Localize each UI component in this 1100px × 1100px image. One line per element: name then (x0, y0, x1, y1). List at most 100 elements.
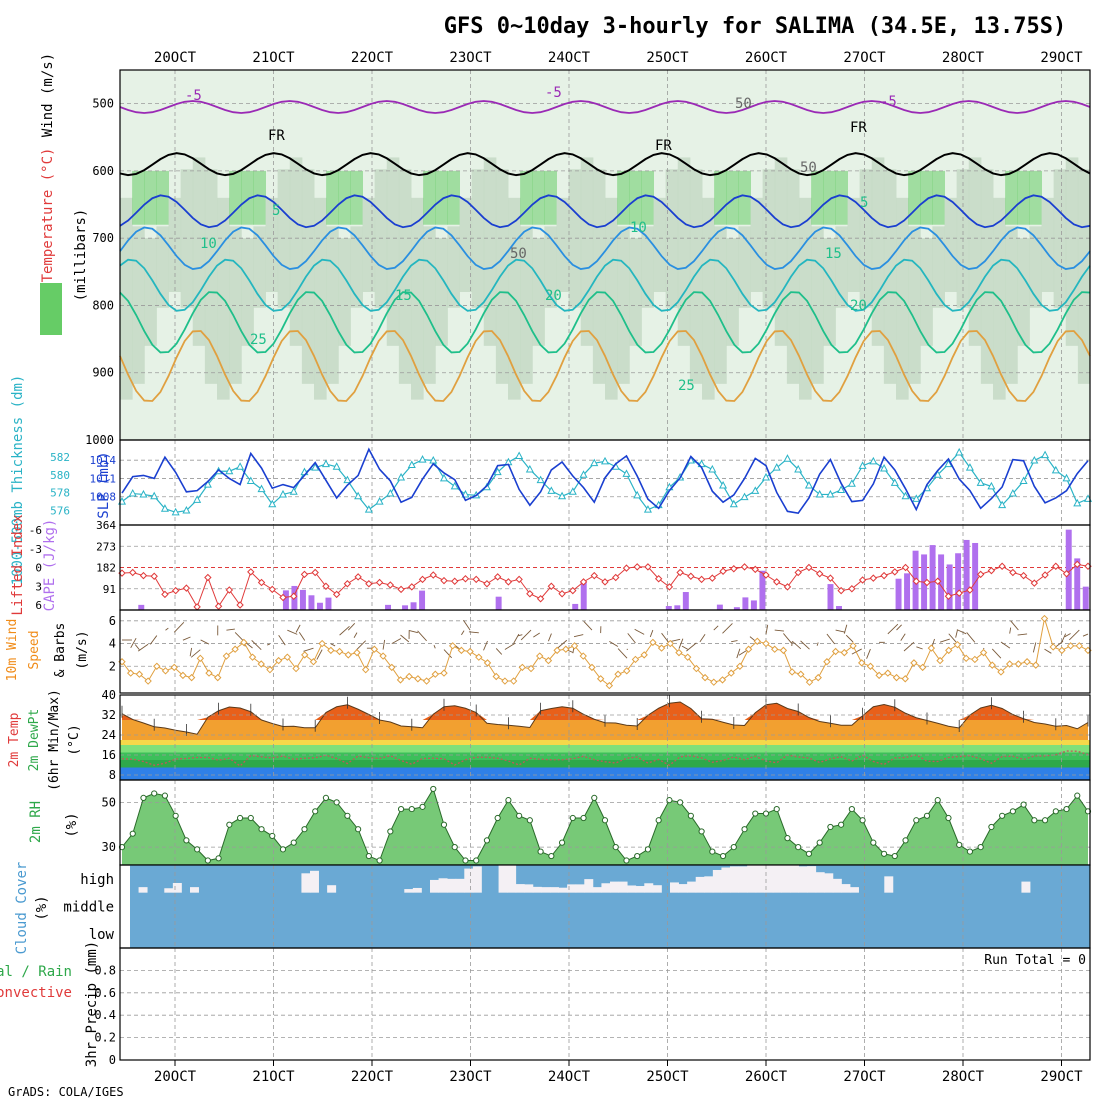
thickness-point (794, 464, 803, 473)
wind10m-panel: 2 4 6 10m Wind Speed & Barbs (m/s) (5, 609, 1092, 694)
wind-speed-point (1058, 646, 1066, 655)
thickness-tick-label: 576 (50, 505, 70, 518)
rh-band (265, 197, 279, 292)
cloud-bar-high (721, 867, 731, 893)
slp-tick-label: 1011 (90, 472, 117, 485)
thickness-point (225, 466, 234, 475)
thickness-point (171, 507, 180, 516)
wind-barb (134, 644, 140, 651)
wind-speed-point (683, 653, 692, 661)
lifted-index-point (869, 574, 878, 582)
thickness-point (880, 463, 889, 472)
precip-total-label: Total / Rain (0, 964, 72, 980)
wind-speed-point (214, 673, 222, 682)
lifted-index-point (1030, 579, 1039, 587)
cloud-bar-high (524, 884, 534, 893)
lifted-index-point (375, 578, 384, 587)
lifted-index-point (901, 563, 910, 572)
rh2m-point (322, 794, 330, 801)
wind-speed-point (849, 642, 857, 650)
upper-side-label: Wind (m/s) (40, 53, 56, 137)
contour-label: 15 (825, 246, 842, 262)
lifted-index-point (472, 575, 480, 584)
rh-band (629, 238, 642, 346)
wind-speed-point (736, 662, 744, 670)
temp-tick-label: 24 (102, 728, 116, 742)
rh-moist-band (1017, 170, 1030, 225)
thickness-point (740, 492, 749, 501)
wind-tick-label: 6 (109, 614, 116, 628)
cloud-bar-high (301, 873, 311, 893)
rh-moist-band (435, 170, 448, 225)
rh-moist-band (144, 170, 157, 225)
cloud-label: Cloud Cover (14, 862, 30, 955)
rh-moist-band (908, 170, 921, 225)
rh-band (1017, 238, 1030, 346)
rh2m-point (204, 857, 211, 864)
contour-label: 15 (395, 288, 412, 304)
rh-moist-band (835, 170, 848, 225)
dewpt-line (121, 750, 1089, 767)
rh2m-point (172, 812, 179, 819)
lifted-index-point (354, 573, 362, 581)
wind-barb (189, 647, 193, 657)
rh2m-point (226, 821, 233, 828)
wind-speed-point (1023, 658, 1031, 666)
rh2m-point (644, 846, 652, 853)
wind-barb (130, 637, 137, 649)
thickness-point (890, 478, 899, 486)
rh2m-point (558, 839, 566, 846)
wind-speed-point (431, 670, 440, 678)
contour-label: 5 (272, 203, 280, 219)
rh-tick-label: 50 (102, 795, 116, 809)
lifted-index-point (418, 575, 427, 584)
lifted-index-point (214, 602, 223, 610)
contour-label: 25 (678, 378, 695, 394)
rh-moist-band (726, 170, 739, 225)
wind-barb (200, 639, 210, 645)
lifted-index-point (740, 563, 749, 571)
cloud-bar-high (498, 865, 508, 893)
wind-speed-point (475, 653, 483, 661)
thickness-point (633, 490, 642, 499)
thickness-point (386, 488, 395, 497)
cape-bar (836, 606, 842, 610)
rh-band (362, 197, 376, 292)
rh-moist-band (520, 170, 533, 225)
cloud-bar-high (172, 882, 182, 893)
wind-barb (826, 633, 836, 645)
thickness-point (858, 461, 867, 469)
wind-barb (699, 634, 706, 643)
thickness-point (804, 480, 813, 489)
wind-barb (278, 635, 286, 646)
lifted-index-point (429, 571, 437, 579)
wind-barb (495, 648, 503, 655)
thickness-point (815, 489, 824, 498)
lifted-index-point (966, 586, 974, 594)
wind-barb (903, 641, 915, 652)
cloud-bar-high (678, 884, 688, 893)
wind-speed-point (248, 653, 257, 661)
cape-bar (963, 539, 970, 610)
rh-moist-band (617, 170, 630, 225)
lifted-index-point (622, 564, 631, 572)
wind-speed-point (805, 678, 814, 686)
rh-tick-label: 30 (102, 840, 116, 854)
rh2m-point (462, 857, 469, 864)
wind-speed-point (979, 648, 988, 657)
thickness-point (397, 472, 406, 481)
wind-speed-point (623, 667, 631, 675)
wind-barb (226, 628, 235, 631)
rh2m-point (870, 839, 877, 846)
cloud-bar-high (841, 884, 851, 893)
wind-barb (956, 629, 967, 635)
upper-ytick-label: 800 (92, 298, 114, 312)
cape-bar (665, 606, 672, 610)
wind-speed-point (892, 673, 901, 682)
wind-label: 10m Wind (5, 619, 20, 682)
cape-bar (1082, 586, 1089, 610)
lifted-index-point (708, 574, 717, 582)
slp-tick-label: 1014 (90, 454, 117, 467)
wind-speed-point (126, 669, 135, 677)
wind-speed-point (361, 665, 370, 674)
